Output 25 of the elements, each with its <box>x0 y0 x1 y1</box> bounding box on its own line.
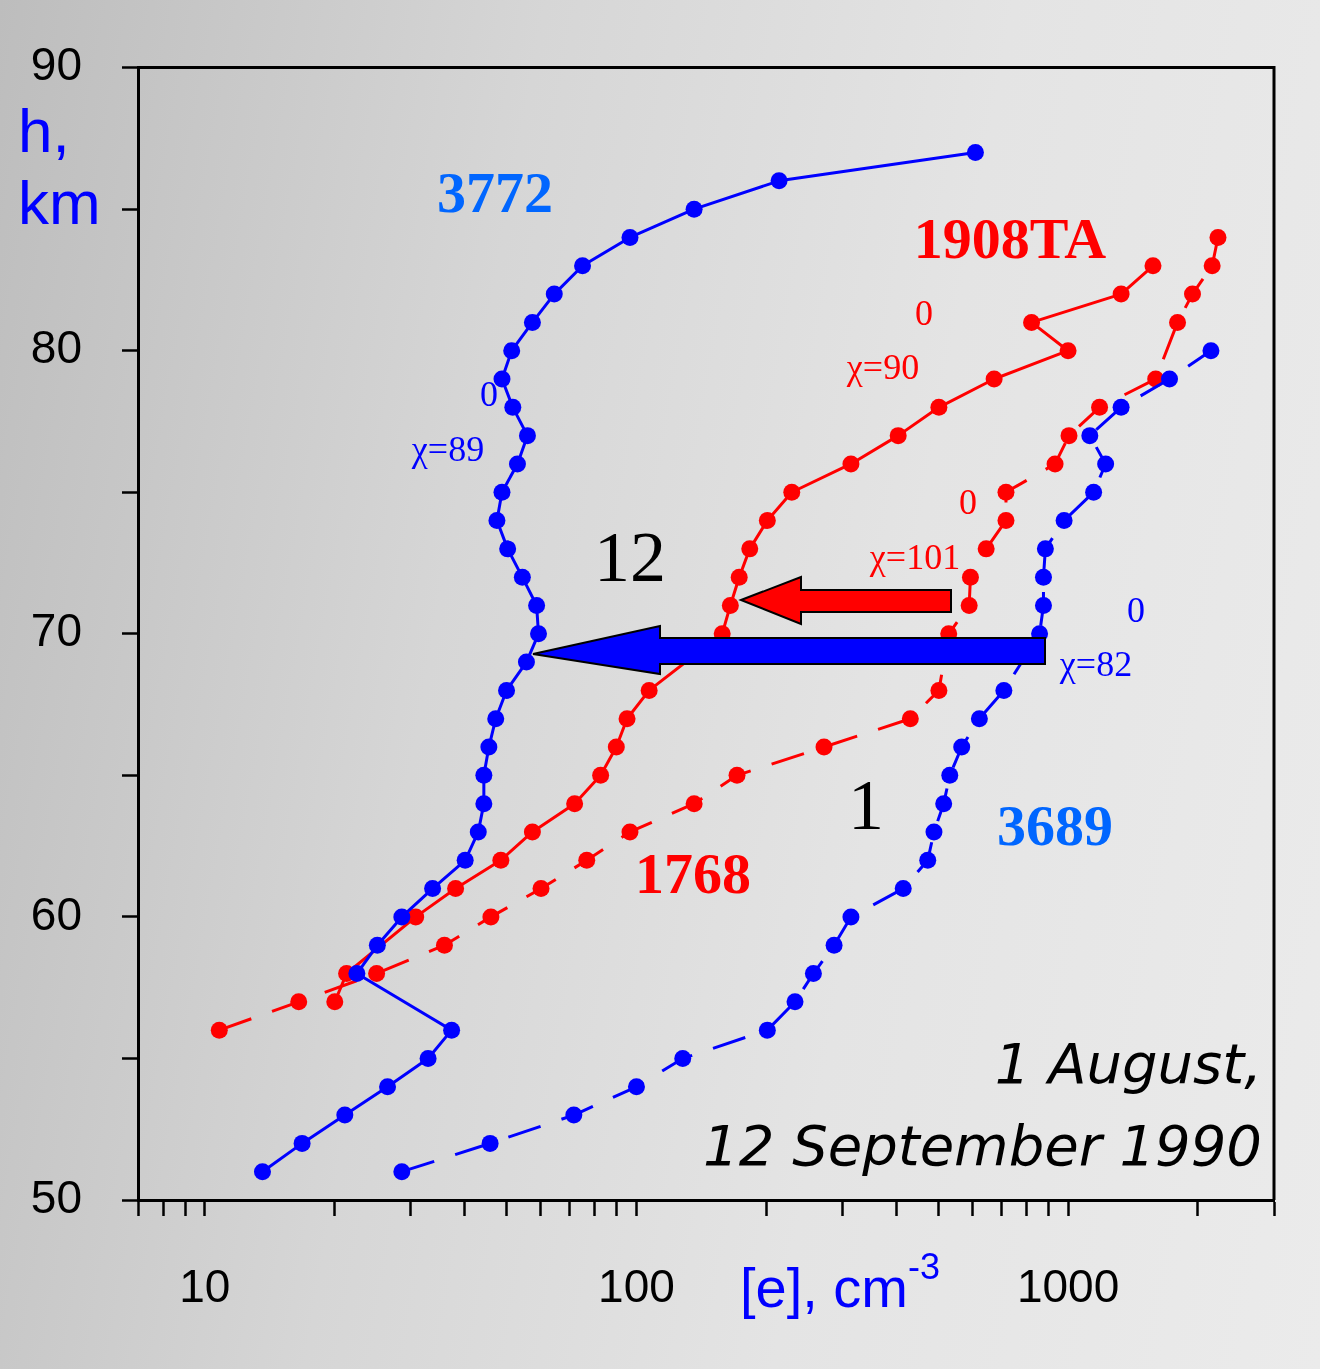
x-axis-title: [e], cm$^{-3}$ <box>739 1246 941 1319</box>
annotation: 1 <box>848 764 884 845</box>
y-tick-label: 80 <box>30 321 82 374</box>
annotation: 0 <box>480 374 498 415</box>
annotation: 3772 <box>437 159 553 225</box>
annotation: 0 <box>915 293 933 334</box>
annotation: χ=89 <box>410 429 485 470</box>
y-tick-label: 90 <box>30 38 82 91</box>
y-tick-label: 60 <box>30 887 82 940</box>
y-tick-label: 50 <box>30 1170 82 1223</box>
annotation: 0 <box>1127 590 1145 631</box>
annotation: 1768 <box>635 840 751 906</box>
annotation: χ=82 <box>1058 644 1133 685</box>
y-axis-title: h, km <box>18 95 102 239</box>
annotation: 1908TA <box>913 205 1107 271</box>
x-tick-label: 10 <box>179 1260 231 1313</box>
annotation: χ=101 <box>868 537 961 578</box>
y-tick-label: 70 <box>30 604 82 657</box>
annotation: 1 August, 12 September 1990 <box>703 1030 1262 1178</box>
x-tick-label: 1000 <box>1016 1260 1120 1313</box>
annotation: 0 <box>959 482 977 523</box>
annotation: χ=90 <box>845 347 920 388</box>
x-tick-label: 100 <box>598 1260 675 1313</box>
annotation: 12 <box>594 516 666 597</box>
annotation: 3689 <box>997 792 1113 858</box>
